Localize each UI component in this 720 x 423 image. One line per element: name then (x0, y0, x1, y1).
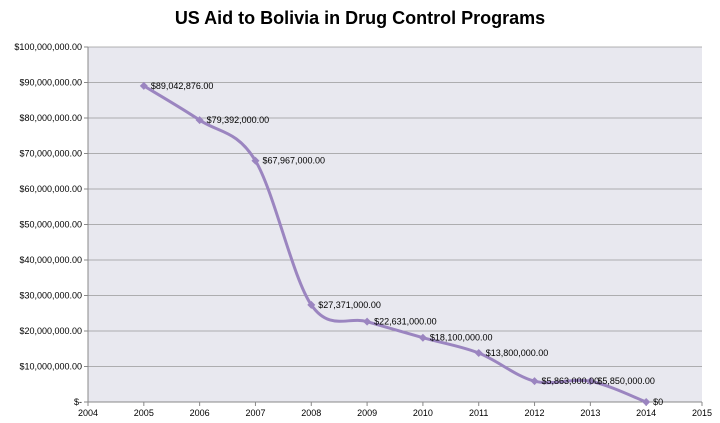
y-tick-label: $50,000,000.00 (19, 220, 82, 230)
data-label: $89,042,876.00 (151, 81, 214, 91)
x-tick-label: 2004 (78, 408, 98, 418)
series-group (139, 81, 651, 406)
data-label: $67,967,000.00 (262, 156, 325, 166)
y-tick-label: $70,000,000.00 (19, 149, 82, 159)
data-point-marker (195, 116, 204, 125)
data-label: $22,631,000.00 (374, 317, 437, 327)
x-tick-label: 2005 (134, 408, 154, 418)
data-point-marker (363, 317, 372, 326)
x-tick-label: 2015 (692, 408, 712, 418)
y-tick-label: $10,000,000.00 (19, 362, 82, 372)
data-label: $79,392,000.00 (207, 115, 270, 125)
x-tick-label: 2007 (245, 408, 265, 418)
y-tick-label: $90,000,000.00 (19, 78, 82, 88)
data-point-marker (251, 156, 260, 165)
x-tick-label: 2014 (636, 408, 656, 418)
y-tick-label: $20,000,000.00 (19, 326, 82, 336)
y-tick-label: $100,000,000.00 (14, 42, 82, 52)
chart-title: US Aid to Bolivia in Drug Control Progra… (174, 8, 546, 28)
data-point-marker (530, 377, 539, 386)
data-label: $5,850,000.00 (597, 376, 655, 386)
x-tick-label: 2012 (525, 408, 545, 418)
data-label: $5,863,000.00 (542, 376, 600, 386)
y-tick-label: $- (74, 397, 82, 407)
y-tick-label: $40,000,000.00 (19, 255, 82, 265)
y-tick-label: $80,000,000.00 (19, 113, 82, 123)
data-label: $0 (653, 397, 663, 407)
data-point-marker (586, 377, 595, 386)
y-tick-label: $60,000,000.00 (19, 184, 82, 194)
y-tick-label: $30,000,000.00 (19, 291, 82, 301)
gridlines (88, 46, 702, 367)
data-point-marker (418, 333, 427, 342)
data-point-marker (474, 349, 483, 358)
data-point-marker (307, 300, 316, 309)
x-tick-label: 2008 (301, 408, 321, 418)
x-tick-label: 2010 (413, 408, 433, 418)
x-tick-label: 2013 (580, 408, 600, 418)
data-label: $18,100,000.00 (430, 333, 493, 343)
data-point-marker (642, 398, 651, 406)
axes: $- $10,000,000.00 $20,000,000.00 $30,000,00… (14, 42, 712, 418)
data-point-marker (139, 81, 148, 90)
data-labels: $89,042,876.00 $79,392,000.00 $67,967,000.… (151, 81, 663, 407)
data-label: $27,371,000.00 (318, 300, 381, 310)
x-tick-label: 2009 (357, 408, 377, 418)
x-tick-label: 2011 (469, 408, 488, 418)
data-label: $13,800,000.00 (486, 348, 549, 358)
x-tick-label: 2006 (190, 408, 210, 418)
